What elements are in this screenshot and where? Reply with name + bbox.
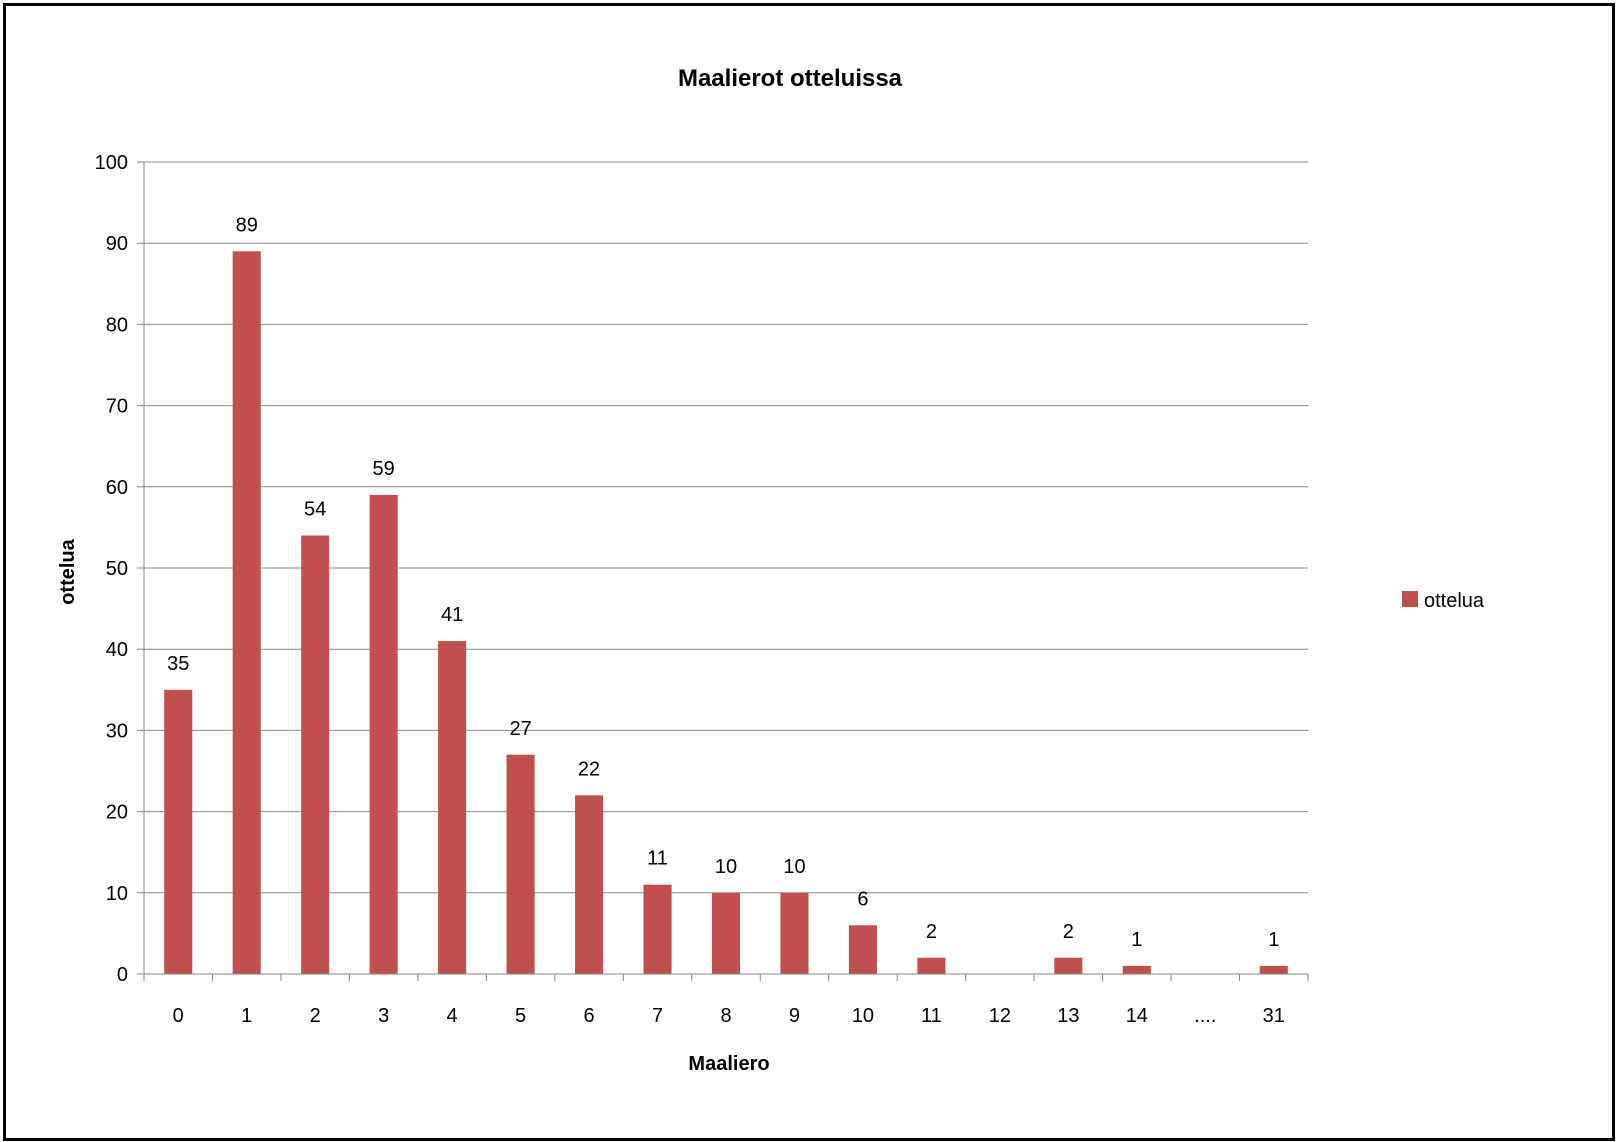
- data-label: 54: [304, 499, 326, 521]
- data-label: 41: [441, 604, 463, 626]
- legend-swatch: [1402, 591, 1418, 607]
- y-tick-label: 20: [106, 802, 128, 824]
- data-label: 22: [578, 758, 600, 780]
- y-tick-label: 80: [106, 314, 128, 336]
- data-label: 89: [236, 214, 258, 236]
- x-tick-label: 2: [310, 1005, 321, 1027]
- data-label: 1: [1131, 929, 1142, 951]
- data-label: 10: [715, 856, 737, 878]
- x-tick-label: 5: [515, 1005, 526, 1027]
- x-tick-label: 14: [1126, 1005, 1148, 1027]
- bar: [643, 884, 672, 974]
- y-tick-label: 70: [106, 396, 128, 418]
- bar: [1122, 965, 1151, 974]
- chart-frame: Maalierot otteluissa ottelua Maaliero 0 1…: [3, 3, 1615, 1141]
- y-tick-label: 30: [106, 720, 128, 742]
- bar: [232, 251, 261, 974]
- data-label: 6: [857, 888, 868, 910]
- bar-chart: Maalierot otteluissa ottelua Maaliero 0 1…: [57, 65, 1485, 1075]
- x-tick-label: 13: [1057, 1005, 1079, 1027]
- chart-title: Maalierot otteluissa: [678, 65, 903, 92]
- data-label: 2: [926, 921, 937, 943]
- y-tick-label: 90: [106, 233, 128, 255]
- x-tick-label: 1: [241, 1005, 252, 1027]
- y-tick-label: 10: [106, 883, 128, 905]
- y-tick-label: 60: [106, 477, 128, 499]
- legend-label: ottelua: [1424, 590, 1485, 612]
- bar: [1054, 957, 1083, 974]
- x-tick-label: 0: [173, 1005, 184, 1027]
- data-label: 10: [783, 856, 805, 878]
- y-tick-label: 40: [106, 639, 128, 661]
- bar: [848, 925, 877, 974]
- x-tick-label: 4: [447, 1005, 458, 1027]
- data-label: 27: [509, 718, 531, 740]
- bar: [164, 689, 193, 974]
- x-axis-title: Maaliero: [688, 1053, 769, 1075]
- data-label: 59: [373, 458, 395, 480]
- bar: [1259, 965, 1288, 974]
- x-tick-label: 31: [1263, 1005, 1285, 1027]
- data-label: 35: [167, 653, 189, 675]
- bar: [301, 535, 330, 974]
- bar: [369, 494, 398, 974]
- bar: [780, 892, 809, 974]
- bar: [575, 795, 604, 974]
- axes: [137, 161, 1309, 981]
- x-tick-label: 12: [989, 1005, 1011, 1027]
- y-tick-label: 50: [106, 558, 128, 580]
- x-tick-label: 7: [652, 1005, 663, 1027]
- data-label: 2: [1063, 921, 1074, 943]
- y-tick-label: 0: [117, 964, 128, 986]
- legend: ottelua: [1402, 590, 1485, 612]
- y-axis-title: ottelua: [57, 538, 79, 604]
- x-tick-label: 10: [852, 1005, 874, 1027]
- x-tick-label: 6: [583, 1005, 594, 1027]
- bars: [164, 251, 1288, 974]
- x-tick-label: ....: [1194, 1005, 1216, 1027]
- bar: [917, 957, 946, 974]
- bar: [506, 754, 535, 974]
- x-tick-label: 11: [921, 1005, 942, 1027]
- data-label: 1: [1268, 929, 1279, 951]
- x-tick-label: 9: [789, 1005, 800, 1027]
- gridlines: [144, 161, 1308, 894]
- y-tick-label: 100: [95, 152, 128, 174]
- data-label: 11: [647, 848, 668, 870]
- bar: [438, 641, 467, 974]
- bar: [711, 892, 741, 974]
- x-tick-label: 8: [720, 1005, 731, 1027]
- x-tick-label: 3: [378, 1005, 389, 1027]
